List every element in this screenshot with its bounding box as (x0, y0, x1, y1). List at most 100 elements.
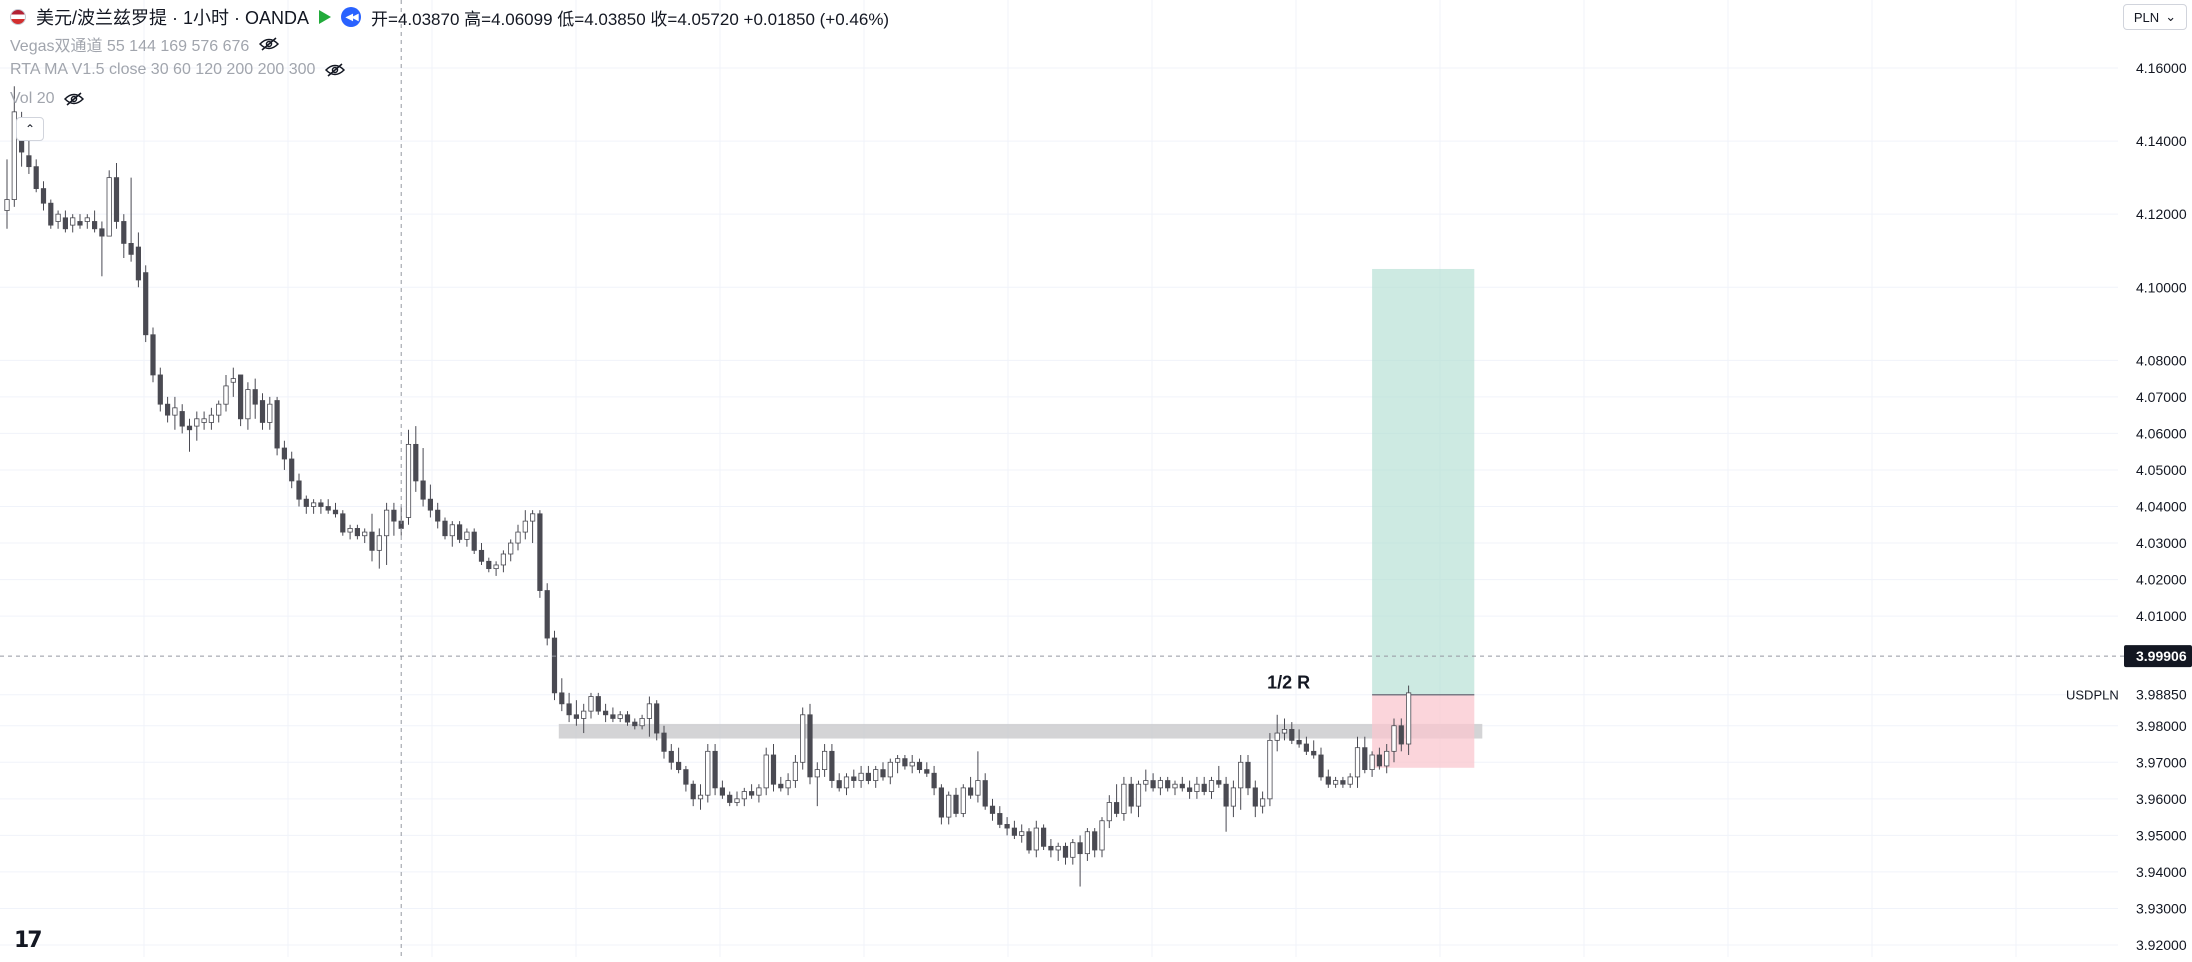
candle[interactable] (92, 210, 98, 233)
candle[interactable] (997, 806, 1003, 829)
candle[interactable] (785, 773, 791, 796)
candle[interactable] (26, 137, 32, 174)
candle[interactable] (1128, 776, 1134, 814)
candle[interactable] (1252, 780, 1258, 818)
candle[interactable] (858, 765, 864, 788)
candle[interactable] (106, 170, 112, 237)
candle[interactable] (1011, 820, 1018, 840)
candle[interactable] (113, 163, 120, 229)
candle[interactable] (201, 411, 207, 430)
candle[interactable] (1099, 817, 1105, 858)
candle[interactable] (683, 765, 689, 792)
candle[interactable] (500, 550, 507, 573)
candle[interactable] (982, 773, 988, 810)
candle[interactable] (1208, 776, 1215, 799)
candle[interactable] (843, 773, 850, 796)
candle[interactable] (1406, 685, 1412, 755)
candle[interactable] (340, 510, 346, 536)
candle[interactable] (143, 265, 149, 343)
candle[interactable] (1216, 765, 1222, 788)
eye-off-icon[interactable] (259, 37, 280, 51)
candle[interactable] (1157, 776, 1163, 796)
candle[interactable] (1325, 769, 1331, 788)
candle[interactable] (508, 539, 514, 562)
candle[interactable] (595, 692, 601, 715)
candle[interactable] (916, 758, 923, 774)
indicator-vol[interactable]: Vol 20 (10, 90, 85, 108)
indicator-vegas-label[interactable]: Vegas双通道 55 144 169 576 676 (10, 38, 250, 55)
candle[interactable] (697, 784, 704, 810)
candle[interactable] (471, 528, 477, 555)
candle[interactable] (1398, 718, 1404, 752)
candle[interactable] (1340, 776, 1346, 788)
candle[interactable] (427, 484, 434, 518)
candle[interactable] (252, 378, 258, 419)
candle[interactable] (895, 754, 901, 774)
candle[interactable] (62, 210, 69, 233)
candle[interactable] (1143, 769, 1149, 792)
candle[interactable] (121, 214, 127, 259)
candle[interactable] (164, 396, 171, 423)
candle[interactable] (55, 210, 61, 229)
candle[interactable] (442, 517, 448, 540)
candle[interactable] (1194, 776, 1200, 799)
candle[interactable] (478, 543, 485, 565)
candle[interactable] (551, 630, 558, 701)
candle[interactable] (1318, 747, 1324, 781)
candle[interactable] (1187, 780, 1193, 799)
candle[interactable] (989, 798, 996, 821)
candle[interactable] (522, 510, 528, 540)
candle[interactable] (887, 758, 893, 785)
candle[interactable] (1150, 773, 1156, 792)
candle[interactable] (873, 765, 879, 788)
candle[interactable] (1106, 795, 1112, 829)
candle[interactable] (588, 692, 594, 719)
candle[interactable] (1135, 780, 1142, 818)
candle[interactable] (639, 714, 645, 730)
eye-off-icon[interactable] (64, 92, 85, 106)
candle[interactable] (186, 418, 193, 452)
candle[interactable] (1347, 773, 1353, 788)
candle[interactable] (289, 451, 295, 489)
candle[interactable] (267, 396, 273, 430)
candle[interactable] (610, 707, 616, 723)
candle[interactable] (303, 495, 309, 514)
candle[interactable] (369, 513, 375, 562)
candle[interactable] (4, 159, 10, 229)
candle[interactable] (1084, 828, 1090, 861)
candle[interactable] (654, 700, 660, 741)
candle[interactable] (296, 473, 302, 507)
candle[interactable] (1172, 780, 1178, 796)
tradingview-logo-icon[interactable]: 17 (14, 928, 43, 953)
candle[interactable] (975, 751, 981, 803)
indicator-rta-ma[interactable]: RTA MA V1.5 close 30 60 120 200 200 300 (10, 61, 346, 79)
candle[interactable] (537, 510, 543, 598)
candle[interactable] (566, 692, 572, 723)
candle[interactable] (150, 327, 156, 383)
symbol-title[interactable]: 美元/波兰兹罗提 · 1小时 · OANDA (36, 8, 310, 28)
profit-zone[interactable] (1372, 268, 1475, 695)
candle[interactable] (318, 499, 324, 514)
candle[interactable] (530, 510, 536, 544)
candle[interactable] (48, 199, 54, 229)
candle[interactable] (310, 499, 317, 514)
candle[interactable] (486, 557, 492, 573)
candle[interactable] (617, 711, 623, 723)
candle[interactable] (1376, 747, 1382, 770)
indicator-vol-label[interactable]: Vol 20 (10, 90, 55, 107)
candle[interactable] (347, 524, 353, 540)
candle[interactable] (391, 502, 397, 536)
candle[interactable] (719, 780, 726, 799)
candle[interactable] (245, 382, 251, 430)
candle[interactable] (880, 762, 886, 781)
candle[interactable] (632, 718, 638, 730)
candle[interactable] (77, 214, 83, 229)
candle[interactable] (464, 528, 470, 547)
candle[interactable] (770, 744, 777, 792)
candle[interactable] (332, 502, 339, 518)
candle[interactable] (931, 765, 937, 796)
candle[interactable] (946, 791, 952, 825)
candle[interactable] (1267, 733, 1273, 807)
